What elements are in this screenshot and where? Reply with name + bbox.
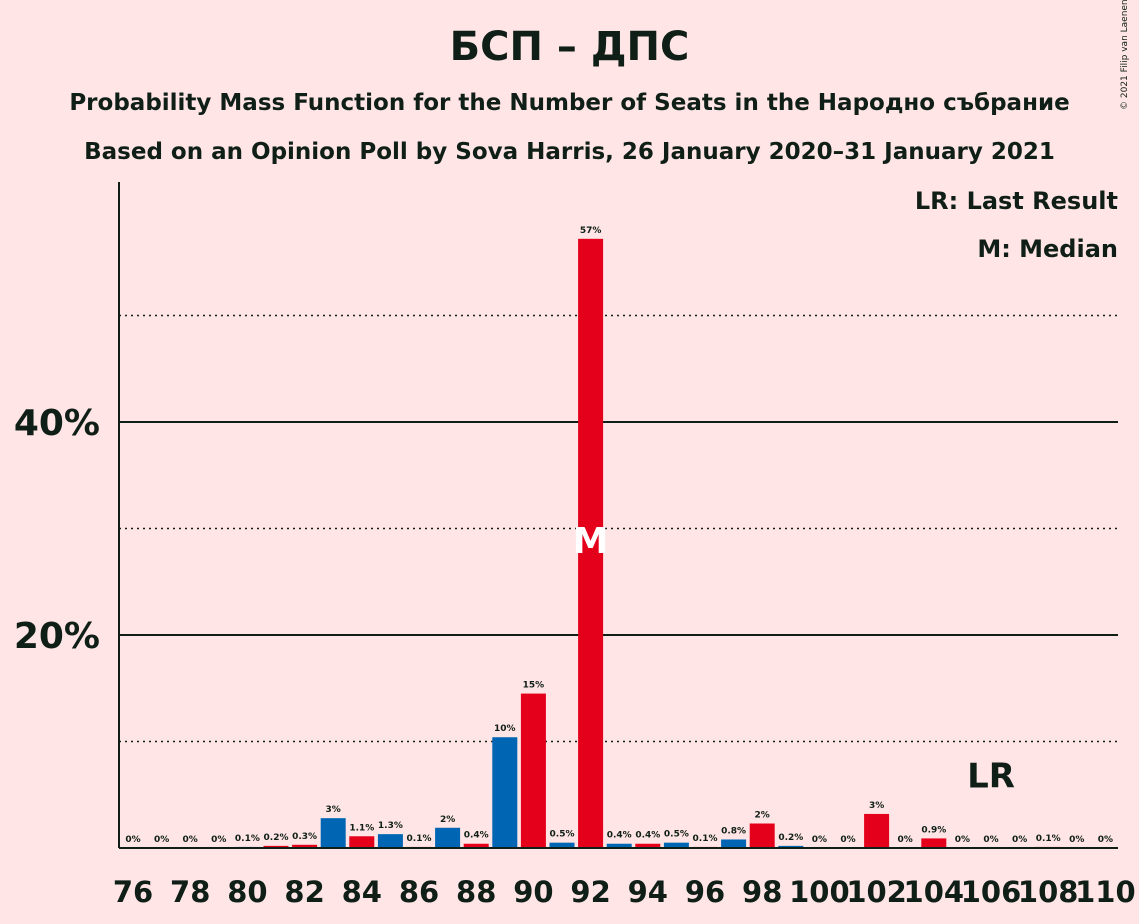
bar-value-label: 0% <box>840 835 855 845</box>
y-tick-label: 40% <box>14 403 100 444</box>
x-tick-label: 90 <box>513 875 553 909</box>
bar-value-label: 0.1% <box>407 834 432 844</box>
bar-value-label: 0.1% <box>693 834 718 844</box>
x-tick-label: 80 <box>227 875 267 909</box>
x-tick-label: 78 <box>170 875 210 909</box>
bar-value-label: 0% <box>898 835 913 845</box>
bar-value-label: 0.4% <box>464 831 489 841</box>
chart-subtitle-poll: Based on an Opinion Poll by Sova Harris,… <box>84 139 1055 165</box>
x-tick-label: 92 <box>570 875 610 909</box>
bar-value-label: 0% <box>983 835 998 845</box>
x-tick-label: 106 <box>961 875 1022 909</box>
bar-value-label: 1.3% <box>378 821 403 831</box>
bar-seat-94 <box>635 843 661 848</box>
bar-value-label: 0.1% <box>1036 834 1061 844</box>
bar-seat-88 <box>463 843 489 848</box>
bar-value-label: 15% <box>523 681 545 691</box>
bar-seat-98 <box>749 823 775 848</box>
x-tick-label: 96 <box>685 875 725 909</box>
bar-value-label: 0.3% <box>292 832 317 842</box>
bar-value-label: 0.8% <box>721 826 746 836</box>
bar-value-label: 0% <box>1012 835 1027 845</box>
bar-seat-91 <box>549 842 575 848</box>
median-marker: M <box>573 521 609 562</box>
bar-seat-92 <box>578 238 604 848</box>
x-tick-label: 104 <box>904 875 965 909</box>
bar-value-label: 1.1% <box>349 823 374 833</box>
legend-median: M: Median <box>977 235 1118 263</box>
bar-seat-102 <box>864 813 890 848</box>
bar-value-label: 0% <box>955 835 970 845</box>
bar-seat-104 <box>921 838 947 848</box>
x-tick-label: 102 <box>846 875 907 909</box>
x-tick-label: 76 <box>113 875 153 909</box>
chart-subtitle: Probability Mass Function for the Number… <box>69 90 1070 116</box>
bar-value-label: 0% <box>1069 835 1084 845</box>
bar-value-label: 0.4% <box>635 831 660 841</box>
bar-value-label: 3% <box>869 801 884 811</box>
bar-value-label: 0% <box>154 835 169 845</box>
bar-seat-81 <box>263 845 289 848</box>
bar-seat-83 <box>320 818 346 848</box>
bar-value-label: 0% <box>812 835 827 845</box>
bar-value-label: 0.2% <box>778 833 803 843</box>
x-tick-label: 108 <box>1018 875 1079 909</box>
bar-value-label: 0.5% <box>550 830 575 840</box>
bar-value-label: 2% <box>440 815 455 825</box>
bar-seat-93 <box>606 843 632 848</box>
x-tick-label: 84 <box>342 875 382 909</box>
x-tick-label: 82 <box>284 875 324 909</box>
bar-seat-99 <box>778 845 804 848</box>
bar-seat-84 <box>349 836 375 848</box>
y-tick-label: 20% <box>14 616 100 657</box>
bar-value-label: 0% <box>183 835 198 845</box>
bar-value-label: 0% <box>1098 835 1113 845</box>
bar-value-label: 0.4% <box>607 831 632 841</box>
x-tick-label: 94 <box>628 875 668 909</box>
bar-value-label: 0.2% <box>264 833 289 843</box>
x-tick-label: 98 <box>742 875 782 909</box>
bar-value-label: 2% <box>755 811 770 821</box>
bar-value-label: 0.9% <box>921 825 946 835</box>
bar-seat-82 <box>292 844 318 848</box>
x-tick-label: 100 <box>789 875 850 909</box>
bar-value-label: 0% <box>211 835 226 845</box>
x-tick-label: 86 <box>399 875 439 909</box>
bar-value-label: 57% <box>580 226 602 236</box>
bar-value-label: 0.1% <box>235 834 260 844</box>
x-tick-label: 88 <box>456 875 496 909</box>
bar-seat-90 <box>520 693 546 848</box>
legend-last-result: LR: Last Result <box>915 187 1118 215</box>
bar-seat-89 <box>492 737 518 848</box>
bar-value-label: 10% <box>494 724 516 734</box>
bar-seat-95 <box>663 842 689 848</box>
x-tick-label: 110 <box>1075 875 1136 909</box>
bar-value-label: 3% <box>326 805 341 815</box>
bar-value-label: 0% <box>125 835 140 845</box>
last-result-marker: LR <box>967 756 1015 796</box>
chart-title: БСП – ДПС <box>449 24 690 70</box>
bar-seat-87 <box>435 827 461 848</box>
bar-seat-85 <box>377 834 403 848</box>
bar-seat-97 <box>721 839 747 848</box>
bar-value-label: 0.5% <box>664 830 689 840</box>
